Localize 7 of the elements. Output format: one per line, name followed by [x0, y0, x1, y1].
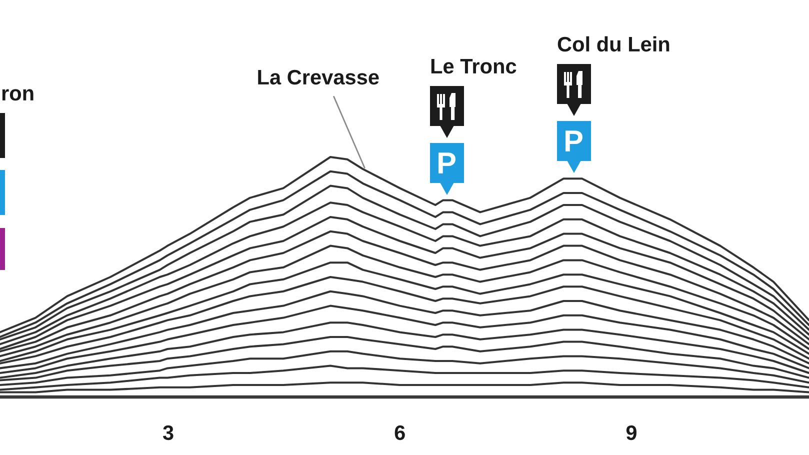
text: ron: [2, 89, 34, 101]
annotation: La Crevasse: [258, 70, 379, 85]
text: Col du Lein: [558, 36, 670, 52]
x-tick-label: 6: [394, 425, 405, 440]
text: Le Tronc: [431, 59, 516, 74]
x-tick-label: 9: [626, 425, 636, 440]
x-tick-label: 3: [162, 425, 174, 440]
